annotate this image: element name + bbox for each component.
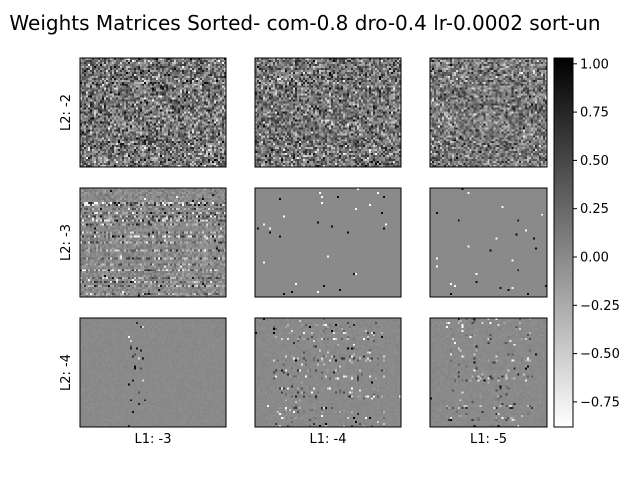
heatmap-panel-r2-c0 <box>80 318 226 427</box>
heatmap-panel-r0-c0 <box>80 58 226 167</box>
heatmap-panel-r1-c0 <box>80 188 226 297</box>
panel-frame <box>79 187 227 298</box>
heatmap-panel-r2-c1 <box>255 318 401 427</box>
heatmap-grid <box>79 57 548 428</box>
colorbar-tick-label: 1.00 <box>580 57 609 72</box>
panel-frame <box>429 317 548 428</box>
colorbar-tick-label: 0.00 <box>580 250 609 265</box>
heatmap-panel-r0-c1 <box>255 58 401 167</box>
colorbar-gradient <box>553 57 574 428</box>
column-labels: L1: -3 L1: -4 L1: -5 <box>135 432 508 447</box>
heatmap-panel-r1-c2 <box>430 188 547 297</box>
row-label-2: L2: -4 <box>59 354 74 391</box>
column-label-1: L1: -4 <box>310 432 347 447</box>
panel-frame <box>429 57 548 168</box>
heatmap-panel-r1-c1 <box>255 188 401 297</box>
panel-frame <box>79 317 227 428</box>
colorbar-tick-label: −0.50 <box>580 347 620 362</box>
colorbar-tick-label: 0.50 <box>580 154 609 169</box>
panel-frame <box>429 187 548 298</box>
colorbar-tick-label: 0.75 <box>580 106 609 121</box>
colorbar-tick-label: −0.25 <box>580 299 620 314</box>
colorbar: −0.75 −0.50 −0.25 0.00 0.25 0.50 0.75 1.00 <box>553 57 620 428</box>
row-label-1: L2: -3 <box>59 224 74 261</box>
panel-frame <box>254 187 402 298</box>
row-label-0: L2: -2 <box>59 94 74 131</box>
heatmap-panel-r2-c2 <box>430 318 547 427</box>
panel-frame <box>254 317 402 428</box>
colorbar-tick-label: 0.25 <box>580 202 609 217</box>
panel-frame <box>79 57 227 168</box>
column-label-0: L1: -3 <box>135 432 172 447</box>
row-labels: L2: -2 L2: -3 L2: -4 <box>59 94 74 391</box>
colorbar-tick-label: −0.75 <box>580 395 620 410</box>
column-label-2: L1: -5 <box>470 432 507 447</box>
figure-title: Weights Matrices Sorted- com-0.8 dro-0.4… <box>9 11 600 35</box>
colorbar-ticks: −0.75 −0.50 −0.25 0.00 0.25 0.50 0.75 1.00 <box>573 57 620 410</box>
panel-frame <box>254 57 402 168</box>
heatmap-panel-r0-c2 <box>430 58 547 167</box>
